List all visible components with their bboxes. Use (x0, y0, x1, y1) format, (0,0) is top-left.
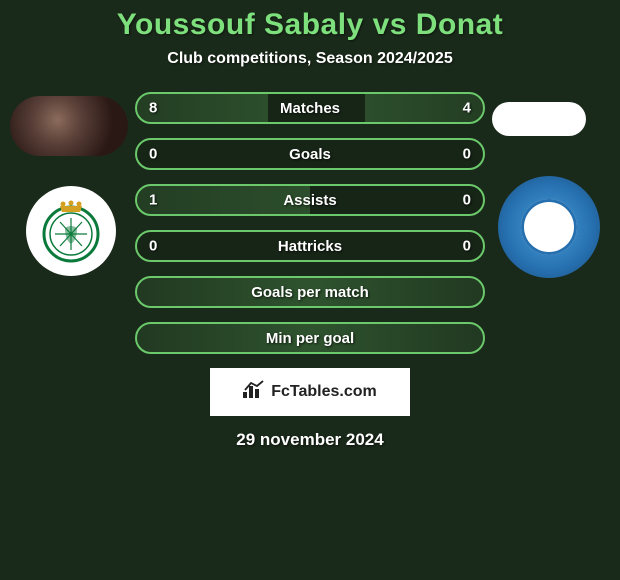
club-crest-right (498, 176, 600, 278)
comparison-card: Youssouf Sabaly vs Donat Club competitio… (0, 0, 620, 580)
stat-value-right: 0 (463, 192, 471, 209)
stat-label: Min per goal (266, 330, 354, 347)
stat-row: Min per goal (135, 322, 485, 354)
stat-value-left: 0 (149, 146, 157, 163)
stat-value-right: 4 (463, 100, 471, 117)
club-crest-left (26, 186, 116, 276)
stat-row: 0 0 Hattricks (135, 230, 485, 262)
stat-row: 1 0 Assists (135, 184, 485, 216)
page-subtitle: Club competitions, Season 2024/2025 (167, 50, 452, 68)
footer-date: 29 november 2024 (236, 430, 383, 450)
stat-value-left: 0 (149, 238, 157, 255)
chart-icon (243, 380, 265, 404)
stat-value-right: 0 (463, 238, 471, 255)
stat-value-right: 0 (463, 146, 471, 163)
stat-row: 0 0 Goals (135, 138, 485, 170)
stats-area: 8 4 Matches 0 0 Goals 1 0 Assists 0 0 Hattricks Goal… (0, 92, 620, 354)
player-avatar-right (492, 102, 586, 136)
stat-label: Goals (289, 146, 331, 163)
player-avatar-left (10, 96, 128, 156)
stat-rows: 8 4 Matches 0 0 Goals 1 0 Assists 0 0 Hattricks Goal… (135, 92, 485, 354)
stat-label: Hattricks (278, 238, 342, 255)
betis-crest-icon (26, 186, 116, 276)
stat-label: Matches (280, 100, 340, 117)
stat-row: 8 4 Matches (135, 92, 485, 124)
stat-label: Assists (283, 192, 336, 209)
stat-value-left: 1 (149, 192, 157, 209)
stat-value-left: 8 (149, 100, 157, 117)
stat-label: Goals per match (251, 284, 369, 301)
watermark: FcTables.com (210, 368, 410, 416)
page-title: Youssouf Sabaly vs Donat (117, 8, 504, 42)
stat-row: Goals per match (135, 276, 485, 308)
watermark-text: FcTables.com (271, 383, 377, 401)
